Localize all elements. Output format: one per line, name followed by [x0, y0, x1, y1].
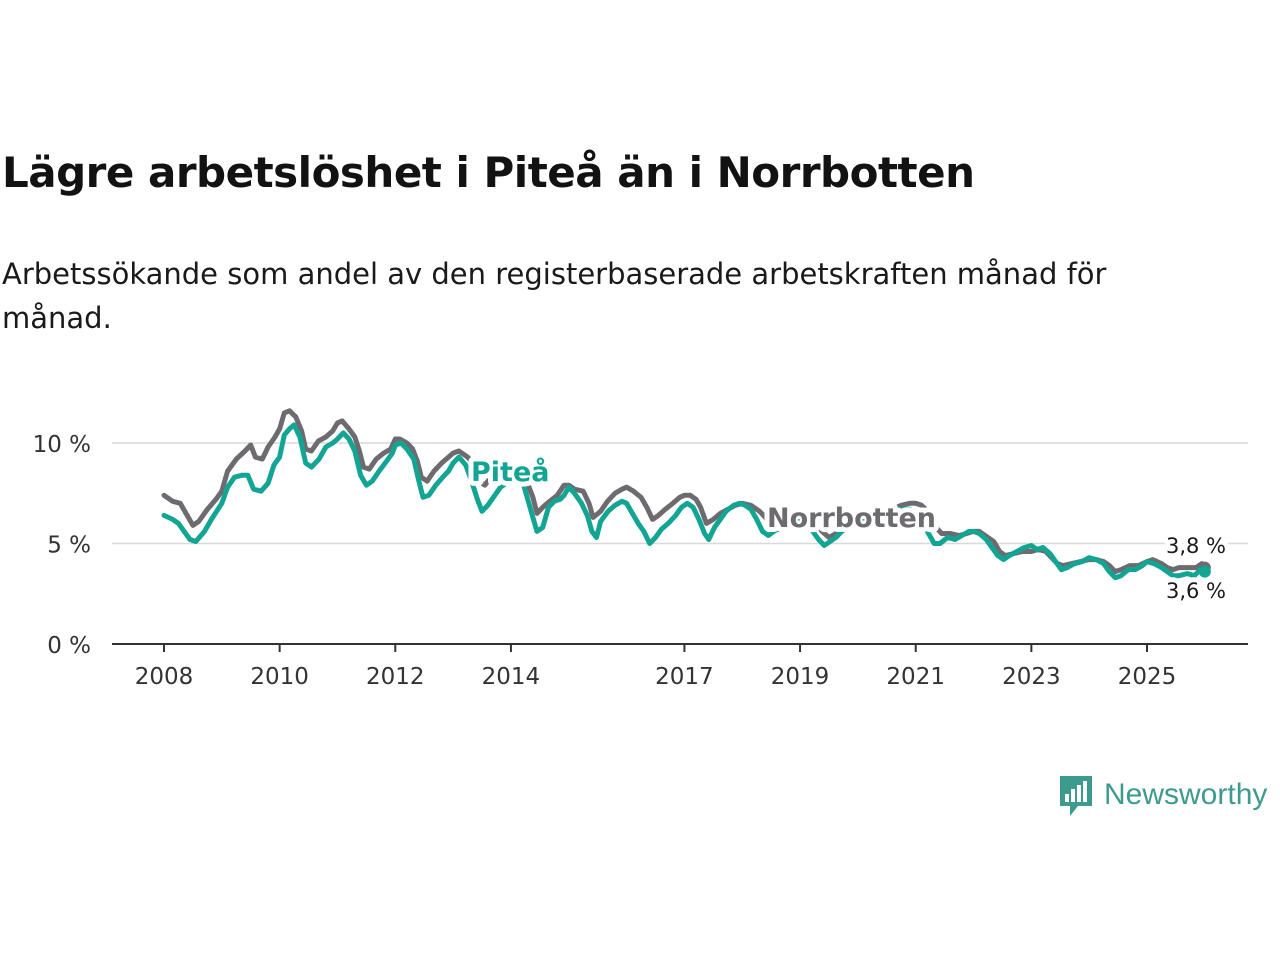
x-tick-label: 2014 [482, 664, 541, 690]
x-tick-label: 2021 [886, 664, 945, 690]
newsworthy-logo: Newsworthy [1058, 772, 1267, 818]
x-tick-label: 2010 [250, 664, 309, 690]
series-label-pitea: Piteå [471, 456, 549, 488]
grid-lines [112, 442, 1248, 545]
brand-name: Newsworthy [1104, 778, 1268, 811]
chart-title: Lägre arbetslöshet i Piteå än i Norrbott… [2, 148, 975, 197]
bar-chart-bubble-icon [1060, 776, 1092, 816]
x-tick-label: 2023 [1002, 664, 1061, 690]
x-axis-ticks: 2008 2010 2012 2014 2017 2019 2021 2023 2025 [135, 644, 1177, 690]
x-tick-label: 2012 [366, 664, 425, 690]
chart-subtitle: Arbetssökande som andel av den registerb… [2, 257, 1107, 335]
end-label-norrbotten-halo: 3,8 % [1166, 534, 1226, 558]
y-axis-tick-labels: 0 % 5 % 10 % [33, 432, 91, 659]
y-tick-label: 5 % [47, 533, 91, 559]
x-tick-label: 2017 [655, 664, 714, 690]
series-label-pitea-halo: Piteå [471, 456, 549, 488]
x-tick-label: 2019 [771, 664, 830, 690]
end-label-pitea: 3,6 % [1166, 579, 1226, 603]
x-tick-label: 2025 [1118, 664, 1177, 690]
series-label-norrbotten-halo: Norrbotten [767, 503, 936, 534]
series-lines [161, 408, 1211, 581]
end-label-pitea-halo: 3,6 % [1166, 579, 1226, 603]
series-line-norrbotten [161, 408, 1208, 575]
y-tick-label: 0 % [47, 633, 91, 659]
y-tick-label: 10 % [33, 432, 91, 458]
end-label-norrbotten: 3,8 % [1166, 534, 1226, 558]
x-tick-label: 2008 [135, 664, 194, 690]
series-line-pitea [161, 422, 1208, 581]
series-end-point [1198, 565, 1211, 578]
series-label-norrbotten: Norrbotten [767, 503, 936, 534]
